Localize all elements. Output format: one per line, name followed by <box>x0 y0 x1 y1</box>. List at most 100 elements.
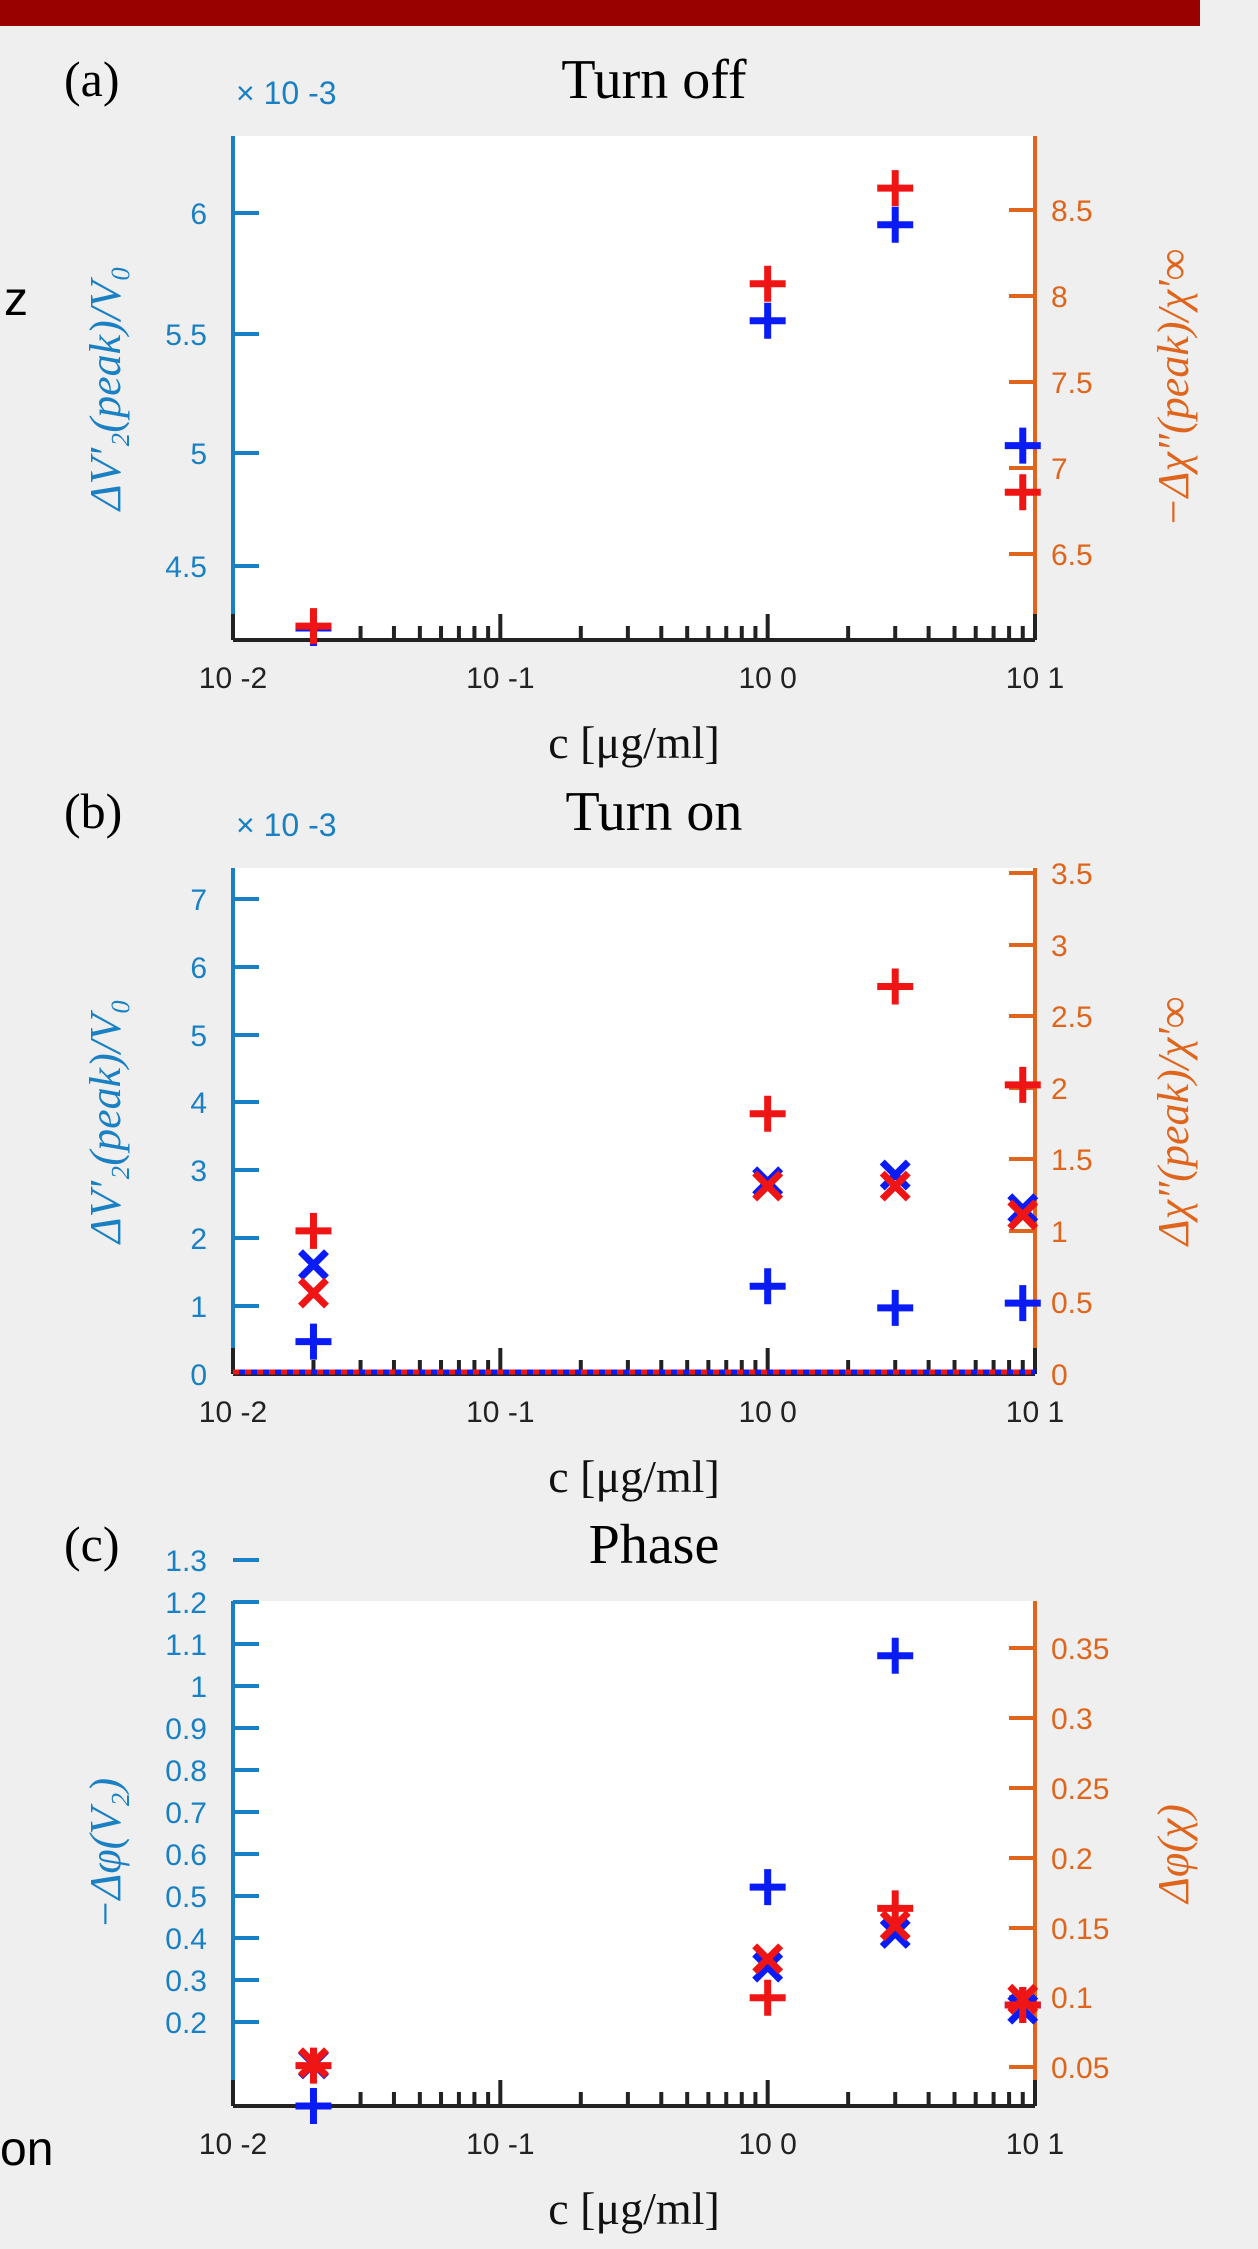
left-tick-label: 4 <box>190 1087 207 1120</box>
x-axis-label: c [μg/ml] <box>548 717 720 768</box>
data-point-red-plus <box>877 170 914 207</box>
right-tick-label: 8 <box>1051 281 1068 314</box>
x-tick-label: 10 0 <box>738 1396 796 1429</box>
data-point-blue-x <box>879 1917 911 1949</box>
x-tick-label: 10 -2 <box>199 2128 267 2161</box>
data-point-red-plus <box>749 1979 786 2016</box>
left-tick-label: 1 <box>190 1291 207 1324</box>
x-axis-label: c [μg/ml] <box>548 2183 720 2234</box>
x-tick-label: 10 -1 <box>466 662 534 695</box>
left-tick-label: 1.1 <box>165 1629 207 1662</box>
plot-area <box>233 136 1035 640</box>
right-tick-label: 7.5 <box>1051 367 1093 400</box>
data-point-red-x <box>298 1277 329 1309</box>
left-tick-label: 0.3 <box>165 1965 207 1998</box>
left-axis-label: −Δφ(V₂) <box>81 1778 130 1929</box>
panel-label: (b) <box>64 783 122 839</box>
right-tick-label: 1 <box>1051 1216 1068 1249</box>
data-point-red-x <box>752 1943 784 1975</box>
chart-title: Turn off <box>561 49 747 111</box>
right-tick-label: 0.3 <box>1051 1703 1093 1736</box>
x-tick-label: 10 0 <box>738 662 796 695</box>
left-tick-label: 6 <box>190 952 207 985</box>
data-point-red-plus <box>1004 474 1041 511</box>
data-point-red-plus <box>877 1890 914 1927</box>
left-tick-label: 7 <box>190 884 207 917</box>
left-tick-label: 3 <box>190 1155 207 1188</box>
right-tick-label: 8.5 <box>1051 195 1093 228</box>
x-tick-label: 10 1 <box>1006 662 1064 695</box>
left-tick-label: 5 <box>190 438 207 471</box>
chart-title: Turn on <box>566 781 743 843</box>
left-tick-label: 0.5 <box>165 1881 207 1914</box>
panel-label: (c) <box>64 1516 120 1572</box>
left-tick-label: 0 <box>190 1359 207 1392</box>
data-point-red-plus <box>1004 1066 1041 1103</box>
data-point-red-x <box>1007 1199 1039 1231</box>
right-tick-label: 0.05 <box>1051 2052 1109 2085</box>
x-tick-label: 10 -2 <box>199 662 267 695</box>
data-point-blue-plus <box>877 1637 914 1674</box>
right-axis-label: Δφ(χ) <box>1149 1804 1198 1905</box>
panel-label: (a) <box>64 51 120 107</box>
right-tick-label: 3 <box>1051 930 1068 963</box>
data-point-blue-x <box>1007 1193 1039 1225</box>
left-tick-label: 1 <box>190 1671 207 1704</box>
left-axis-exponent: × 10 -3 <box>236 807 337 843</box>
edge-text-fragment-bottom: on <box>0 2123 54 2176</box>
left-tick-label: 2 <box>190 1223 207 1256</box>
right-tick-label: 0.15 <box>1051 1913 1109 1946</box>
right-tick-label: 0.2 <box>1051 1843 1093 1876</box>
right-tick-label: 3.5 <box>1051 858 1093 891</box>
right-axis-label: Δχ″(peak)/χ′∞ <box>1149 997 1198 1247</box>
data-point-red-x <box>1007 1983 1039 2015</box>
top-banner-bar <box>0 0 1200 26</box>
right-tick-label: 0.25 <box>1051 1773 1109 1806</box>
plot-area <box>233 868 1035 1374</box>
data-point-blue-x <box>298 1249 329 1281</box>
data-point-red-plus <box>877 968 914 1005</box>
left-tick-label: 0.6 <box>165 1839 207 1872</box>
data-point-blue-plus <box>749 1869 786 1906</box>
data-point-red-plus <box>295 1212 332 1249</box>
right-axis-label: −Δχ″(peak)/χ′∞ <box>1149 249 1198 527</box>
data-point-blue-x <box>752 1951 784 1983</box>
data-point-red-plus <box>295 608 332 645</box>
chart-title: Phase <box>589 1514 720 1576</box>
data-point-red-plus <box>749 1095 786 1132</box>
left-tick-label: 0.2 <box>165 2007 207 2040</box>
right-tick-label: 7 <box>1051 453 1068 486</box>
left-axis-label: ΔV′₂(peak)/V₀ <box>81 266 130 512</box>
right-tick-label: 0 <box>1051 1359 1068 1392</box>
left-tick-label: 1.2 <box>165 1587 207 1620</box>
left-axis-label: ΔV′₂(peak)/V₀ <box>81 999 130 1245</box>
right-tick-label: 0.5 <box>1051 1287 1093 1320</box>
right-tick-label: 6.5 <box>1051 539 1093 572</box>
data-point-blue-plus <box>1004 427 1041 464</box>
data-point-red-x <box>298 2047 329 2079</box>
right-tick-label: 2 <box>1051 1073 1068 1106</box>
data-point-red-plus <box>1004 1987 1041 2023</box>
left-tick-label: 0.4 <box>165 1923 207 1956</box>
left-tick-label: 6 <box>190 198 207 231</box>
chart-panel-2: (c) Phase 0.2 0.3 0.4 0.5 0.6 0.7 0.8 0.9 1 1.1 1.2 1… <box>64 1514 1198 2234</box>
x-tick-label: 10 -1 <box>466 1396 534 1429</box>
data-point-blue-plus <box>749 1268 786 1305</box>
left-tick-label: 0.7 <box>165 1797 207 1830</box>
x-tick-label: 10 1 <box>1006 2128 1064 2161</box>
x-tick-label: 10 -1 <box>466 2128 534 2161</box>
left-tick-label: 5 <box>190 1020 207 1053</box>
left-tick-label: 1.3 <box>165 1545 207 1578</box>
edge-text-fragment-top: z <box>4 273 28 326</box>
plot-area <box>233 1601 1035 2106</box>
right-tick-label: 1.5 <box>1051 1144 1093 1177</box>
x-tick-label: 10 1 <box>1006 1396 1064 1429</box>
left-tick-label: 0.8 <box>165 1755 207 1788</box>
x-axis-label: c [μg/ml] <box>548 1451 720 1502</box>
data-point-blue-plus <box>877 1289 914 1326</box>
chart-panel-1: (b) Turn on 0 1 2 3 4 5 6 7 × 10 -3 ΔV′₂(peak)/V₀ 0 0… <box>64 781 1198 1502</box>
right-tick-label: 2.5 <box>1051 1001 1093 1034</box>
data-point-blue-plus <box>295 1323 332 1360</box>
x-tick-label: 10 0 <box>738 2128 796 2161</box>
